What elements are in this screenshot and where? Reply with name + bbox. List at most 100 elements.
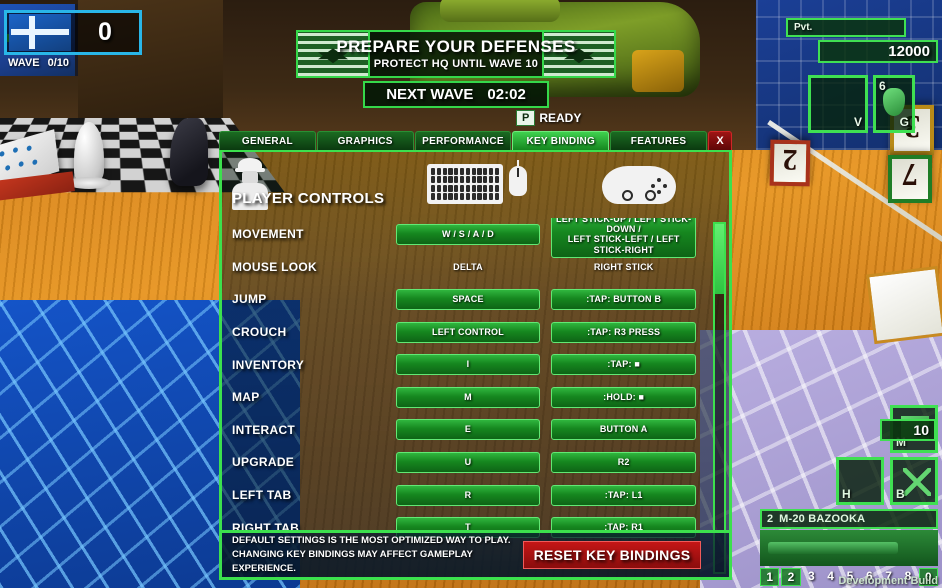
scrollbar-thumb[interactable] [715, 224, 724, 294]
wave-status: WAVE 0/10 [4, 57, 142, 69]
settings-note-line2: CHANGING KEY BINDINGS MAY AFFECT GAMEPLA… [232, 549, 473, 574]
binding-row-interact: INTERACT E BUTTON A [222, 414, 729, 447]
binding-action-label: LEFT TAB [232, 488, 292, 503]
binding-gamepad-map[interactable]: :HOLD: ■ [551, 386, 697, 408]
scene-paper-card [866, 265, 942, 345]
hotbar-key-8[interactable]: 8 [904, 569, 912, 583]
next-wave-timer: 02:02 [487, 86, 526, 103]
hud-objective-banner: PREPARE YOUR DEFENSES PROTECT HQ UNTIL W… [296, 30, 616, 126]
ammo-count: 10 [880, 419, 936, 441]
binding-keyboard-left-tab[interactable]: R [395, 484, 541, 506]
input-device-icons [417, 156, 727, 214]
wave-label: WAVE [8, 57, 40, 69]
binding-action-label: INVENTORY [232, 357, 305, 372]
binding-keyboard-map[interactable]: M [395, 386, 541, 408]
binding-gamepad-jump[interactable]: :TAP: BUTTON B [551, 289, 697, 310]
binding-action-label: MAP [232, 390, 260, 405]
binding-gamepad-crouch[interactable]: :TAP: R3 PRESS [551, 321, 697, 343]
binding-action-label: UPGRADE [232, 455, 295, 470]
scene-chess-knight [170, 118, 208, 186]
weapon-slot-number: 2 [767, 513, 774, 525]
weapon-icon [760, 530, 938, 566]
binding-gamepad-movement[interactable]: LEFT STICK-UP / LEFT STICK-DOWN / LEFT ST… [551, 218, 697, 258]
equipment-slot-v[interactable]: V [808, 75, 868, 133]
scene-toy-block-7: 7 [888, 155, 932, 203]
binding-gamepad-upgrade[interactable]: R2 [551, 451, 697, 473]
settings-note: DEFAULT SETTINGS IS THE MOST OPTIMIZED W… [232, 534, 523, 575]
slot-key-label: V [853, 115, 862, 129]
objective-title: PREPARE YOUR DEFENSES [336, 37, 576, 56]
tab-features[interactable]: FEATURES [610, 131, 707, 150]
reset-key-bindings-button[interactable]: RESET KEY BINDINGS [523, 541, 701, 569]
binding-gamepad-interact[interactable]: BUTTON A [551, 419, 697, 441]
binding-action-label: CROUCH [232, 325, 287, 340]
settings-panel-body: PLAYER CONTROLS MOVEMENT [219, 150, 732, 580]
settings-scrollbar[interactable] [713, 222, 726, 574]
flag-icon [9, 14, 71, 51]
equipped-weapon: 2 M-20 BAZOOKA [760, 509, 938, 529]
hotbar-key-3[interactable]: 3 [807, 569, 815, 583]
key-binding-list: MOVEMENT W / S / A / D LEFT STICK-UP / L… [222, 218, 729, 564]
ability-slot-b[interactable]: B [890, 457, 938, 505]
binding-keyboard-upgrade[interactable]: U [395, 451, 541, 473]
binding-gamepad-left-tab[interactable]: :TAP: L1 [551, 484, 697, 506]
ready-key-badge: P [516, 110, 536, 126]
wave-counter-frame: 0 [4, 10, 142, 55]
binding-keyboard-inventory[interactable]: I [395, 354, 541, 376]
binding-keyboard-jump[interactable]: SPACE [395, 289, 541, 310]
ability-slot-row-bottom: H B [760, 457, 938, 505]
banner-stripes-right [542, 32, 614, 76]
ability-slot-h[interactable]: H [836, 457, 884, 505]
binding-keyboard-movement[interactable]: W / S / A / D [395, 223, 541, 245]
player-money: 12000 [818, 40, 938, 63]
tab-graphics[interactable]: GRAPHICS [316, 131, 414, 150]
next-wave-timer-box: NEXT WAVE 02:02 [363, 81, 549, 108]
hotbar-key-7[interactable]: 7 [885, 569, 892, 583]
binding-keyboard-mouse-look: DELTA [453, 261, 483, 272]
star-icon [564, 48, 594, 64]
hammer-icon [903, 468, 931, 496]
binding-gamepad-inventory[interactable]: :TAP: ■ [551, 354, 697, 376]
wave-value: 0/10 [47, 57, 69, 69]
hotbar-key-1[interactable]: 1 [760, 568, 780, 586]
tab-performance[interactable]: PERFORMANCE [414, 131, 512, 150]
binding-row-jump: JUMP SPACE :TAP: BUTTON B [222, 283, 729, 316]
binding-row-map: MAP M :HOLD: ■ [222, 381, 729, 414]
close-icon[interactable]: X [707, 131, 732, 150]
slot-quantity: 6 [879, 79, 886, 93]
scene-chess-pawn [67, 122, 111, 189]
settings-tab-bar: GENERAL GRAPHICS PERFORMANCE KEY BINDING… [219, 131, 732, 150]
equipment-slot-g[interactable]: 6 G [873, 75, 915, 133]
player-controls-header: PLAYER CONTROLS [222, 152, 729, 218]
slot-key-label: H [842, 487, 851, 501]
hud-wave-tracker: 0 WAVE 0/10 [4, 10, 142, 69]
ready-prompt[interactable]: P READY [516, 110, 594, 126]
slot-key-label: M [896, 435, 906, 449]
binding-action-label: INTERACT [232, 422, 296, 437]
hotbar-key-2[interactable]: 2 [781, 568, 801, 586]
binding-keyboard-interact[interactable]: E [395, 419, 541, 441]
hud-weapon-bar: M H B 2 M-20 BAZOOKA 10 1 2 3 4 5 6 7 8 … [760, 405, 938, 586]
binding-action-label: MOVEMENT [232, 227, 304, 242]
binding-keyboard-crouch[interactable]: LEFT CONTROL [395, 321, 541, 343]
weapon-name: M-20 BAZOOKA [779, 513, 866, 525]
hotbar-key-6[interactable]: 6 [865, 569, 873, 583]
binding-gamepad-mouse-look: RIGHT STICK [593, 261, 654, 272]
settings-footer: DEFAULT SETTINGS IS THE MOST OPTIMIZED W… [222, 530, 729, 577]
binding-action-label: MOUSE LOOK [232, 259, 318, 274]
tab-key-binding[interactable]: KEY BINDING [512, 131, 610, 150]
settings-note-line1: DEFAULT SETTINGS IS THE MOST OPTIMIZED W… [232, 535, 511, 547]
enemy-count: 0 [98, 18, 112, 46]
grenade-icon [883, 87, 905, 116]
hotbar-key-5[interactable]: 5 [846, 569, 854, 583]
soldier-icon [232, 158, 268, 210]
player-rank: Pvt. [786, 18, 906, 37]
ready-label: READY [539, 111, 582, 125]
hotbar-key-4[interactable]: 4 [827, 569, 834, 583]
hotbar-key-0[interactable]: 0 [918, 568, 938, 586]
tab-general[interactable]: GENERAL [219, 131, 316, 150]
development-build-watermark: Development Build [838, 575, 938, 587]
objective-banner-box: PREPARE YOUR DEFENSES PROTECT HQ UNTIL W… [296, 30, 616, 78]
binding-row-inventory: INVENTORY I :TAP: ■ [222, 348, 729, 381]
weapon-hotbar: 1 2 3 4 5 6 7 8 0 [760, 568, 938, 586]
